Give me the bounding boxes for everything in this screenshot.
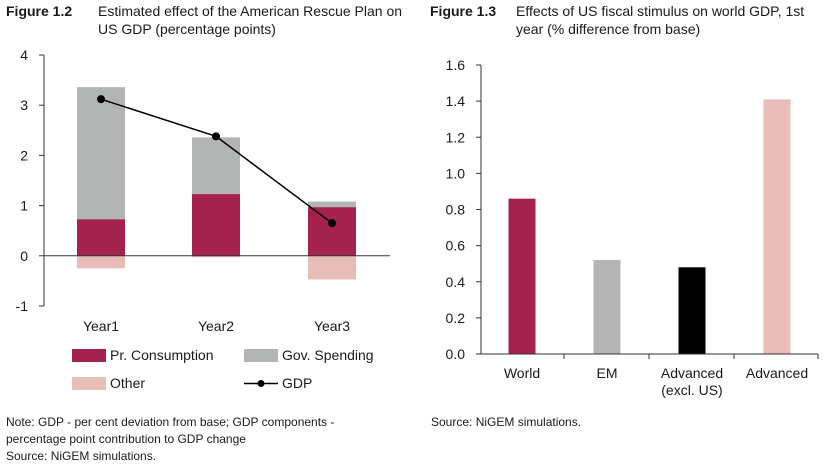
gdp-point-year1 bbox=[97, 95, 105, 104]
chart2-y-tick-label: 1.6 bbox=[446, 57, 466, 73]
chart1-x-label: Year2 bbox=[198, 318, 234, 334]
chart2-y-tick-label: 0.4 bbox=[446, 274, 466, 290]
figure-1-3-description: Effects of US fiscal stimulus on world G… bbox=[516, 3, 805, 37]
legend-swatch-other bbox=[72, 376, 106, 390]
legend-gdp-line-marker bbox=[244, 379, 278, 387]
chart1-y-tick-label: -1 bbox=[16, 298, 29, 314]
figure-1-2-number: Figure 1.2 bbox=[6, 3, 73, 19]
figure-1-2-description: Estimated effect of the American Rescue … bbox=[98, 3, 403, 37]
bar-em bbox=[593, 260, 621, 354]
figure-1-3-source: Source: NiGEM simulations. bbox=[431, 414, 581, 431]
chart1-y-tick-label: 1 bbox=[20, 198, 28, 214]
figure-1-3-number: Figure 1.3 bbox=[430, 3, 497, 19]
chart2-y-tick-label: 0.2 bbox=[446, 310, 466, 326]
legend-swatch-gov-spending bbox=[244, 348, 278, 362]
figure-1-2-note: Note: GDP - per cent deviation from base… bbox=[6, 414, 334, 465]
legend-item-other: Other bbox=[72, 375, 145, 391]
chart2-x-label: (excl. US) bbox=[661, 382, 722, 398]
bar-advanced bbox=[763, 99, 791, 354]
legend-label-gdp: GDP bbox=[282, 375, 313, 391]
bar-gov-spending-year1 bbox=[77, 87, 125, 220]
bar-other-year3 bbox=[308, 255, 356, 280]
legend-label-other: Other bbox=[110, 375, 146, 391]
chart2-y-tick-label: 1.2 bbox=[446, 129, 466, 145]
legend-item-gov-spending: Gov. Spending bbox=[244, 347, 374, 363]
figure-1-2-title: Figure 1.2 Estimated effect of the Ameri… bbox=[6, 2, 416, 37]
figure-1-3-title: Figure 1.3 Effects of US fiscal stimulus… bbox=[430, 2, 830, 37]
bar-other-year1 bbox=[77, 255, 125, 269]
chart1-y-tick-label: 0 bbox=[20, 248, 28, 264]
note-line-3: Source: NiGEM simulations. bbox=[6, 449, 157, 463]
bar-advanced-excl-us bbox=[678, 267, 706, 354]
chart1-y-tick-label: 3 bbox=[20, 97, 28, 113]
gdp-point-year3 bbox=[328, 219, 336, 228]
bar-gov-spending-year2 bbox=[192, 137, 240, 195]
chart1-x-label: Year1 bbox=[83, 318, 119, 334]
chart1-y-tick-label: 4 bbox=[20, 47, 28, 63]
chart2-y-tick-label: 0.0 bbox=[446, 346, 466, 362]
legend-item-gdp: GDP bbox=[244, 375, 312, 391]
note-line-1: Note: GDP - per cent deviation from base… bbox=[6, 415, 335, 429]
chart2-y-tick-label: 1.0 bbox=[446, 165, 466, 181]
bar-pr-consumption-year1 bbox=[77, 219, 125, 256]
chart2-y-tick-label: 0.6 bbox=[446, 238, 466, 254]
legend-label-gov-spending: Gov. Spending bbox=[282, 347, 374, 363]
bar-gov-spending-year3 bbox=[308, 201, 356, 208]
chart1-x-label: Year3 bbox=[314, 318, 350, 334]
note-line-2: percentage point contribution to GDP cha… bbox=[6, 432, 246, 446]
chart2-x-label: EM bbox=[597, 365, 618, 381]
chart2-y-tick-label: 1.4 bbox=[446, 93, 466, 109]
bar-pr-consumption-year3 bbox=[308, 207, 356, 256]
bar-world bbox=[508, 198, 536, 354]
chart2-y-tick-label: 0.8 bbox=[446, 202, 466, 218]
source-line: Source: NiGEM simulations. bbox=[431, 415, 582, 429]
legend-item-consumption: Pr. Consumption bbox=[72, 347, 214, 363]
chart1-y-tick-label: 2 bbox=[20, 147, 28, 163]
chart2-x-label: Advanced bbox=[661, 365, 723, 381]
legend-label-consumption: Pr. Consumption bbox=[110, 347, 214, 363]
chart2-x-label: World bbox=[504, 365, 540, 381]
chart2-x-label: Advanced bbox=[746, 365, 808, 381]
bar-pr-consumption-year2 bbox=[192, 194, 240, 256]
gdp-point-year2 bbox=[212, 132, 220, 141]
legend-swatch-consumption bbox=[72, 348, 106, 362]
bar-other-year2 bbox=[192, 255, 240, 258]
